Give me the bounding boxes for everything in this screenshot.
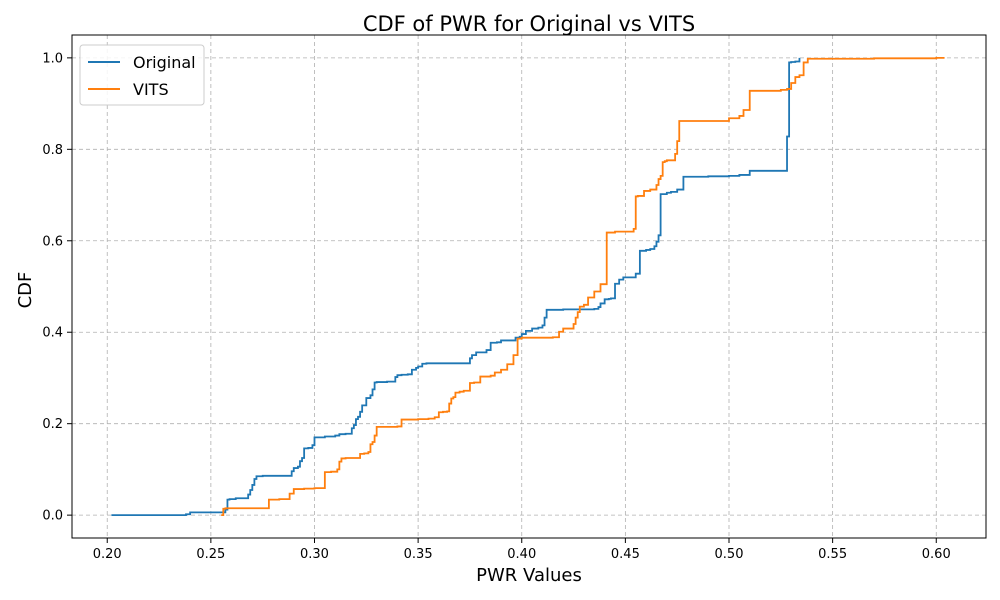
x-tick-label: 0.40 xyxy=(507,547,536,562)
x-tick-label: 0.50 xyxy=(715,547,744,562)
y-tick-label: 0.6 xyxy=(42,234,63,249)
ticks: 0.20 0.25 0.30 0.35 0.40 0.45 0.50 0.55 0.60 0.0 0… xyxy=(42,51,950,562)
chart-title: CDF of PWR for Original vs VITS xyxy=(363,12,695,36)
y-tick-label: 0.8 xyxy=(42,143,63,158)
y-tick-label: 0.2 xyxy=(42,417,63,432)
x-tick-label: 0.30 xyxy=(300,547,329,562)
legend-label-original: Original xyxy=(133,53,196,72)
series-line-vits xyxy=(221,56,945,517)
legend-label-vits: VITS xyxy=(133,80,169,99)
grid xyxy=(72,35,986,538)
x-tick-label: 0.55 xyxy=(818,547,847,562)
x-tick-label: 0.60 xyxy=(922,547,951,562)
x-tick-label: 0.45 xyxy=(611,547,640,562)
y-tick-label: 0.0 xyxy=(42,509,63,524)
series-layer xyxy=(111,56,945,517)
y-tick-label: 0.4 xyxy=(42,326,63,341)
y-axis-title: CDF xyxy=(15,272,36,309)
plot-frame xyxy=(71,34,987,539)
x-tick-label: 0.25 xyxy=(196,547,225,562)
y-tick-label: 1.0 xyxy=(42,51,63,66)
series-line-original xyxy=(111,57,801,517)
x-axis-title: PWR Values xyxy=(476,565,582,586)
legend: Original VITS xyxy=(79,44,205,106)
x-tick-label: 0.35 xyxy=(404,547,433,562)
x-tick-label: 0.20 xyxy=(93,547,122,562)
